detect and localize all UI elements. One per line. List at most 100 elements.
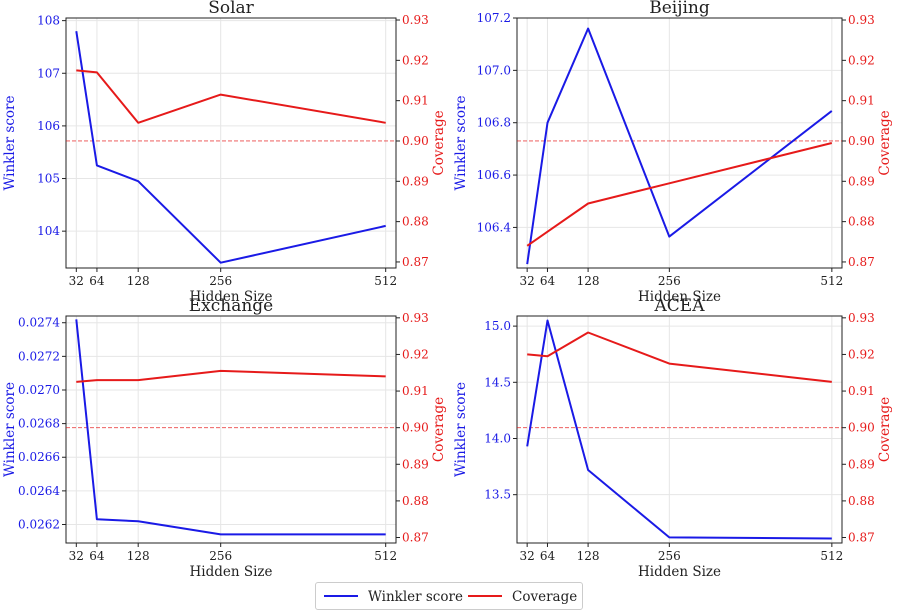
left-axis-label: Winkler score xyxy=(453,382,469,477)
chart-title: Solar xyxy=(208,0,254,18)
right-tick-label: 0.91 xyxy=(402,384,429,398)
right-tick-label: 0.93 xyxy=(848,13,875,27)
left-tick-label: 106 xyxy=(37,119,60,133)
right-axis-label: Coverage xyxy=(431,397,447,462)
x-tick-label: 512 xyxy=(374,549,397,563)
x-tick-label: 64 xyxy=(89,274,105,288)
legend: Winkler score Coverage xyxy=(315,582,583,610)
left-tick-label: 106.8 xyxy=(477,116,511,130)
x-axis-label: Hidden Size xyxy=(189,289,272,305)
winkler-score-line xyxy=(75,319,386,536)
chart-title: Beijing xyxy=(649,0,710,18)
right-tick-label: 0.90 xyxy=(402,134,429,148)
right-tick-label: 0.88 xyxy=(848,494,875,508)
x-tick-label: 64 xyxy=(540,549,556,563)
right-tick-label: 0.92 xyxy=(848,347,875,361)
right-tick-label: 0.88 xyxy=(402,215,429,229)
left-tick-label: 107.2 xyxy=(477,11,511,25)
chart-panel-solar: 32 64 128 256 512 104 105 106 107 108 0.87 0.88 0.89… xyxy=(2,0,447,305)
coverage-line xyxy=(527,331,832,383)
x-tick-label: 256 xyxy=(658,549,681,563)
right-tick-label: 0.93 xyxy=(402,13,429,27)
left-axis-label: Winkler score xyxy=(2,96,18,191)
x-tick-label: 32 xyxy=(520,274,535,288)
right-tick-label: 0.87 xyxy=(848,531,875,545)
plot-frame xyxy=(65,17,397,269)
x-tick-label: 64 xyxy=(540,274,556,288)
legend-label-winkler: Winkler score xyxy=(368,589,463,605)
left-tick-label: 104 xyxy=(37,224,60,238)
left-tick-label: 108 xyxy=(37,14,60,28)
x-tick-label: 64 xyxy=(89,549,105,563)
legend-swatch-coverage xyxy=(468,594,502,597)
left-tick-label: 13.5 xyxy=(484,488,511,502)
x-tick-label: 256 xyxy=(209,274,232,288)
right-tick-label: 0.89 xyxy=(402,457,429,471)
left-tick-label: 14.0 xyxy=(484,431,511,445)
right-tick-label: 0.91 xyxy=(402,94,429,108)
right-tick-label: 0.89 xyxy=(848,457,875,471)
left-tick-label: 0.0266 xyxy=(18,450,60,464)
winkler-score-line xyxy=(526,27,833,265)
chart-panel-beijing: 32 64 128 256 512 106.4 106.6 106.8 107.0 107.2 0.… xyxy=(453,0,893,305)
right-tick-label: 0.92 xyxy=(402,53,429,67)
right-tick-label: 0.87 xyxy=(848,255,875,269)
legend-swatch-winkler xyxy=(324,594,358,597)
right-axis-label: Coverage xyxy=(431,110,447,175)
x-tick-label: 128 xyxy=(577,274,600,288)
right-tick-label: 0.87 xyxy=(402,531,429,545)
left-tick-label: 105 xyxy=(37,172,60,186)
chart-panel-exchange: 32 64 128 256 512 0.0262 0.0264 0.0266 0.0268 0.0… xyxy=(2,296,447,580)
right-tick-label: 0.90 xyxy=(848,134,875,148)
left-tick-label: 15.0 xyxy=(484,319,511,333)
right-tick-label: 0.89 xyxy=(848,174,875,188)
x-tick-label: 128 xyxy=(577,549,600,563)
x-tick-label: 128 xyxy=(127,274,150,288)
right-tick-label: 0.92 xyxy=(402,347,429,361)
left-tick-label: 0.0270 xyxy=(18,383,60,397)
legend-item-coverage: Coverage xyxy=(468,589,577,605)
x-tick-label: 32 xyxy=(69,549,84,563)
right-tick-label: 0.88 xyxy=(402,494,429,508)
x-tick-label: 128 xyxy=(127,549,150,563)
left-tick-label: 0.0274 xyxy=(18,316,60,330)
left-axis-label: Winkler score xyxy=(2,382,18,477)
right-tick-label: 0.90 xyxy=(848,421,875,435)
left-axis-label: Winkler score xyxy=(453,96,469,191)
right-tick-label: 0.88 xyxy=(848,215,875,229)
x-tick-label: 256 xyxy=(209,549,232,563)
right-tick-label: 0.90 xyxy=(402,421,429,435)
left-tick-label: 0.0272 xyxy=(18,349,60,363)
chart-panel-acea: 32 64 128 256 512 13.5 14.0 14.5 15.0 0.87 0.88 0.8… xyxy=(453,296,893,580)
winkler-score-line xyxy=(75,31,386,264)
left-tick-label: 107 xyxy=(37,66,60,80)
right-axis-label: Coverage xyxy=(877,110,893,175)
x-tick-label: 32 xyxy=(520,549,535,563)
x-tick-label: 32 xyxy=(69,274,84,288)
legend-item-winkler: Winkler score xyxy=(324,589,463,605)
x-tick-label: 512 xyxy=(820,549,843,563)
right-tick-label: 0.91 xyxy=(848,384,875,398)
right-tick-label: 0.93 xyxy=(848,311,875,325)
left-tick-label: 0.0262 xyxy=(18,518,60,532)
right-tick-label: 0.91 xyxy=(848,94,875,108)
right-tick-label: 0.93 xyxy=(402,311,429,325)
legend-label-coverage: Coverage xyxy=(512,589,578,605)
left-tick-label: 14.5 xyxy=(484,375,511,389)
right-axis-label: Coverage xyxy=(877,397,893,462)
plot-frame xyxy=(516,315,843,544)
x-tick-label: 256 xyxy=(658,274,681,288)
right-tick-label: 0.89 xyxy=(402,174,429,188)
right-tick-label: 0.87 xyxy=(402,255,429,269)
plot-frame xyxy=(65,315,397,544)
x-axis-label: Hidden Size xyxy=(638,564,721,580)
chart-title: Exchange xyxy=(189,296,274,316)
x-axis-label: Hidden Size xyxy=(189,564,272,580)
x-tick-label: 512 xyxy=(374,274,397,288)
coverage-line xyxy=(76,369,386,383)
x-tick-label: 512 xyxy=(820,274,843,288)
x-axis-label: Hidden Size xyxy=(638,289,721,305)
chart-title: ACEA xyxy=(654,296,706,316)
left-tick-label: 106.4 xyxy=(477,220,512,234)
